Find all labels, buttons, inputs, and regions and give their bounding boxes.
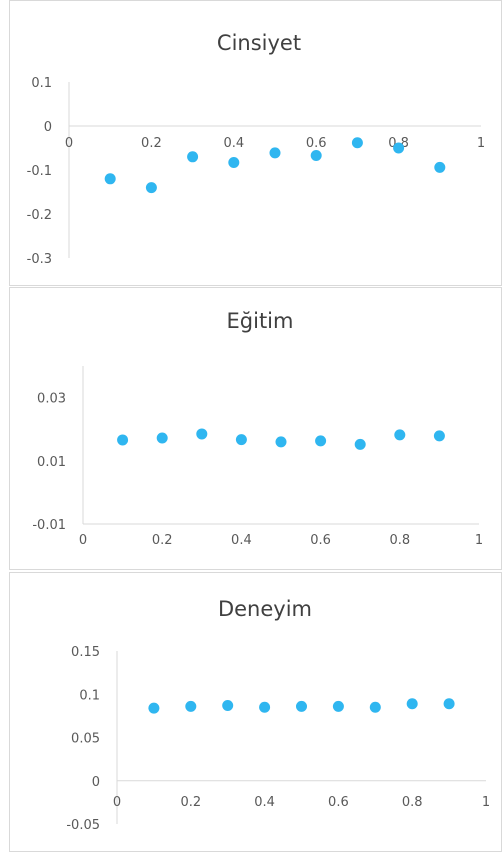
x-tick-label: 0.4 — [231, 533, 252, 548]
y-tick-label: -0.01 — [32, 518, 66, 533]
x-tick-label: 1 — [477, 136, 485, 151]
x-tick-label: 0.8 — [389, 533, 410, 548]
y-tick-label: 0.1 — [79, 688, 100, 703]
data-point — [235, 434, 247, 446]
x-tick-label: 0.6 — [306, 136, 327, 151]
x-tick-label: 0 — [65, 136, 73, 151]
data-point — [148, 702, 160, 714]
y-tick-label: 0 — [44, 120, 52, 135]
y-tick-label: 0.05 — [71, 732, 100, 747]
data-point — [228, 157, 240, 169]
data-point — [351, 137, 363, 149]
data-point — [433, 430, 445, 442]
data-point — [296, 700, 307, 712]
data-point — [393, 142, 405, 154]
data-point — [275, 436, 287, 448]
y-tick-label: 0.1 — [31, 76, 52, 91]
y-tick-label: 0.01 — [37, 455, 66, 470]
x-tick-label: 0.6 — [328, 795, 349, 810]
y-tick-label: -0.05 — [66, 818, 100, 833]
data-point — [315, 435, 327, 447]
x-tick-label: 0.4 — [254, 795, 275, 810]
scatter-chart-egitim: Eğitim 0.03 0.01 -0.01 0 0.2 0.4 0.6 0.8 1 — [32, 309, 483, 548]
chart-title: Cinsiyet — [217, 31, 301, 55]
chart-panel-egitim: Eğitim 0.03 0.01 -0.01 0 0.2 0.4 0.6 0.8 1 — [0, 287, 502, 570]
scatter-chart-deneyim: Deneyim 0.15 0.1 0.05 0 -0.05 0 0.2 0.4 0.6 0.8 1 — [66, 597, 490, 833]
data-point — [185, 700, 197, 712]
data-point — [104, 173, 116, 185]
x-tick-label: 0.4 — [223, 136, 244, 151]
data-point — [222, 699, 234, 711]
data-point — [117, 434, 129, 446]
y-tick-label: 0.03 — [37, 392, 66, 407]
y-tick-label: 0.15 — [71, 645, 100, 660]
chart-title: Deneyim — [218, 597, 312, 621]
data-point — [310, 149, 322, 161]
y-tick-label: -0.2 — [27, 208, 52, 223]
x-tick-label: 0.2 — [141, 136, 162, 151]
x-tick-label: 1 — [482, 795, 490, 810]
y-tick-label: -0.1 — [27, 164, 52, 179]
data-point — [369, 701, 381, 713]
data-point — [394, 429, 406, 441]
y-tick-label: 0 — [92, 775, 100, 790]
data-point — [332, 700, 344, 712]
data-point — [269, 147, 281, 159]
x-tick-label: 0.6 — [310, 533, 331, 548]
data-point — [145, 182, 157, 194]
x-tick-label: 0.8 — [402, 795, 423, 810]
chart-panel-deneyim: Deneyim 0.15 0.1 0.05 0 -0.05 0 0.2 0.4 0.6 0.8 1 — [0, 572, 502, 852]
x-tick-label: 0.2 — [180, 795, 201, 810]
chart-title: Eğitim — [227, 309, 294, 333]
data-point — [156, 432, 168, 444]
data-point — [187, 151, 199, 163]
data-point — [196, 428, 208, 440]
data-point — [443, 698, 455, 710]
x-tick-label: 1 — [475, 533, 483, 548]
x-tick-label: 0.2 — [152, 533, 173, 548]
data-point — [354, 438, 366, 450]
x-tick-label: 0 — [79, 533, 87, 548]
data-point — [406, 698, 418, 710]
data-point — [259, 701, 271, 713]
y-tick-label: -0.3 — [27, 252, 52, 267]
x-tick-label: 0 — [113, 795, 121, 810]
data-point — [434, 161, 446, 173]
